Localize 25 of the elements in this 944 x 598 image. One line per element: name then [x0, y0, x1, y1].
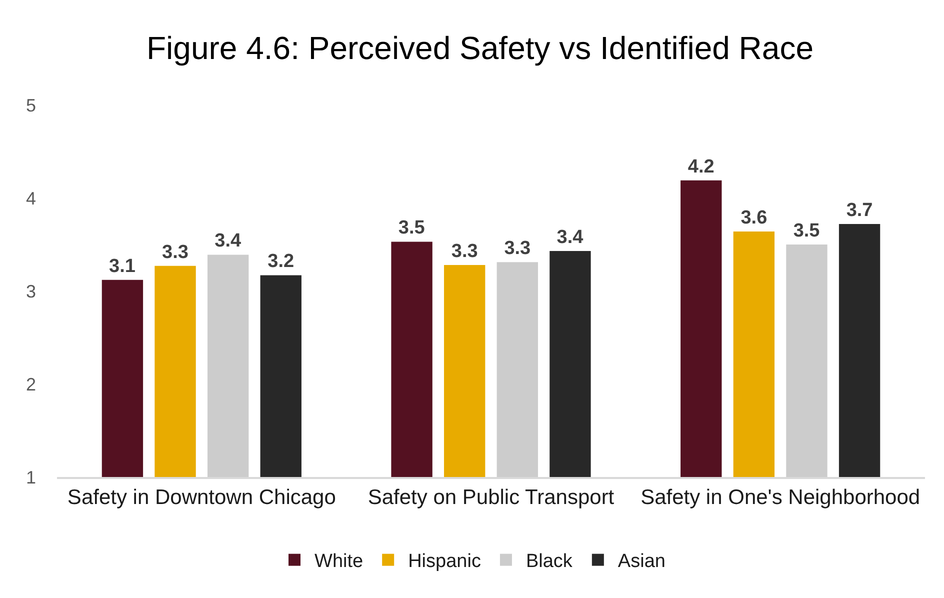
data-label: 3.3: [451, 240, 478, 262]
legend-label: Black: [526, 551, 573, 572]
y-tick-label: 3: [26, 281, 36, 302]
legend-label: Hispanic: [408, 551, 481, 572]
data-label: 3.1: [109, 256, 136, 277]
data-label: 3.6: [740, 207, 768, 228]
x-tick-label: Safety on Public Transport: [368, 486, 614, 509]
x-tick-label: Safety in Downtown Chicago: [67, 486, 336, 509]
legend-label: White: [314, 551, 364, 572]
chart-title: Figure 4.6: Perceived Safety vs Identified Race: [146, 30, 814, 66]
data-label: 3.7: [846, 200, 873, 222]
y-tick-label: 5: [26, 95, 36, 116]
data-label: 4.2: [688, 156, 714, 178]
data-label: 3.3: [162, 242, 188, 263]
data-label: 3.4: [556, 227, 584, 248]
y-tick-label: 4: [26, 188, 36, 208]
data-label: 3.2: [268, 251, 294, 272]
data-label: 3.5: [793, 220, 820, 242]
x-tick-label: Safety in One's Neighborhood: [640, 486, 920, 509]
legend-label: Asian: [618, 551, 666, 572]
data-label: 3.3: [504, 238, 531, 260]
y-tick-label: 2: [26, 374, 36, 394]
y-tick-label: 1: [26, 467, 36, 488]
data-label: 3.5: [398, 218, 426, 239]
data-label: 3.4: [214, 230, 242, 252]
